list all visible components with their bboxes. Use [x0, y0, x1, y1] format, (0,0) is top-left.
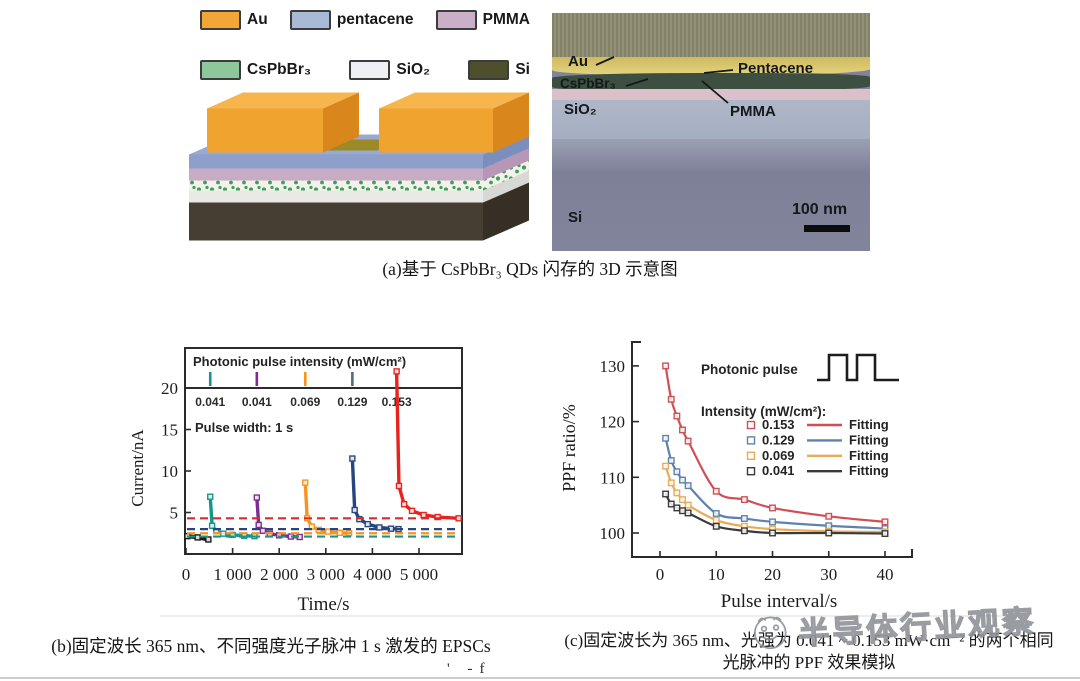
- page-divider: [0, 677, 1080, 679]
- svg-text:Fitting: Fitting: [849, 432, 889, 447]
- svg-text:110: 110: [600, 468, 625, 487]
- sem-scale-text: 100 nm: [792, 201, 848, 218]
- caption-c: (c)固定波长为 365 nm、光强为 0.041 ~ 0.153 mW·cm⁻…: [540, 630, 1078, 674]
- svg-text:0.069: 0.069: [762, 448, 795, 463]
- chart-b-series: [184, 368, 462, 543]
- material-legend-item: PMMA: [435, 10, 530, 30]
- svg-text:0: 0: [656, 565, 665, 584]
- svg-text:20: 20: [161, 379, 178, 398]
- chart-epsc-current-vs-time: 0 1 000 2 000 3 000 4 000 5 000 5 10 15 20 Time/s C…: [128, 347, 463, 615]
- svg-text:Fitting: Fitting: [849, 448, 889, 463]
- caption-b: (b)固定波长 365 nm、不同强度光子脉冲 1 s 激发的 EPSCs: [51, 636, 491, 656]
- svg-text:Fitting: Fitting: [849, 463, 889, 478]
- material-swatch: [435, 10, 477, 30]
- caption-a: (a)基于 CsPbBr₃ QDs 闪存的 3D 示意图: [382, 259, 678, 279]
- sem-label-si: Si: [568, 209, 583, 226]
- sem-layer-au: [552, 57, 870, 75]
- svg-text:2 000: 2 000: [260, 565, 298, 584]
- svg-text:Photonic pulse: Photonic pulse: [701, 362, 798, 377]
- chart-c-series: [662, 362, 889, 538]
- material-swatch: [200, 10, 241, 30]
- sem-label-pentacene: Pentacene: [738, 60, 814, 77]
- material-swatch: [200, 60, 241, 80]
- svg-text:15: 15: [161, 421, 178, 440]
- svg-text:PPF ratio/%: PPF ratio/%: [559, 404, 579, 492]
- svg-text:Pulse width: 1 s: Pulse width: 1 s: [195, 420, 293, 435]
- svg-text:5: 5: [170, 504, 179, 523]
- material-legend-row: CsPbBr₃ SiO₂ Si: [200, 60, 530, 80]
- material-legend-item: Si: [468, 60, 530, 80]
- sem-layer-pmma-cspbbr3: [552, 89, 870, 102]
- sem-layer-epoxy: [552, 13, 870, 59]
- sem-label-cspbbr3: CsPbBr₃: [560, 76, 616, 91]
- material-legend: Au pentacene PMMA CsPbBr₃ SiO₂ Si: [200, 10, 530, 80]
- svg-text:0.153: 0.153: [762, 417, 795, 432]
- svg-text:Time/s: Time/s: [297, 594, 349, 615]
- material-legend-row: Au pentacene PMMA: [200, 10, 530, 30]
- svg-text:0.129: 0.129: [762, 432, 795, 447]
- svg-text:5 000: 5 000: [400, 565, 438, 584]
- sem-label-pmma: PMMA: [730, 103, 776, 120]
- svg-text:Intensity (mW/cm²):: Intensity (mW/cm²):: [701, 404, 826, 419]
- svg-text:0.041: 0.041: [762, 463, 795, 478]
- svg-text:Fitting: Fitting: [849, 417, 889, 432]
- faint-artifact-rule: [160, 615, 1005, 617]
- material-label: Au: [247, 11, 268, 28]
- sem-pointer-lines: [595, 56, 734, 104]
- sem-scale-bar: [804, 225, 850, 232]
- chart-b-axes: 0 1 000 2 000 3 000 4 000 5 000 5 10 15 20 Time/s C…: [128, 347, 463, 615]
- device-3d-schematic-drawing: [189, 92, 529, 241]
- chart-b-reference-lines: [187, 517, 460, 538]
- chart-b-pulse-panel: Photonic pulse intensity (mW/cm²) 0.041 0.…: [193, 354, 412, 435]
- material-swatch: [468, 60, 510, 80]
- svg-text:4 000: 4 000: [353, 565, 391, 584]
- sem-layer-pentacene: [552, 73, 870, 91]
- material-legend-item: Au: [200, 10, 268, 30]
- svg-text:10: 10: [161, 462, 178, 481]
- device-3d-schematic: [183, 85, 543, 250]
- material-legend-item: SiO₂: [349, 60, 430, 80]
- caption-c-line2: 光脉冲的 PPF 效果模拟: [722, 653, 896, 672]
- material-label: SiO₂: [396, 61, 430, 78]
- svg-text:130: 130: [600, 357, 626, 376]
- svg-text:30: 30: [820, 565, 837, 584]
- chart-c-axes: 0 10 20 30 40 100 110 120 130 Pulse interval/s PPF…: [559, 341, 913, 612]
- material-label: Si: [515, 61, 530, 78]
- chart-c-legend: Photonic pulse Intensity (mW/cm²):0.153 Fi…: [701, 353, 899, 478]
- svg-text:120: 120: [600, 413, 626, 432]
- material-legend-item: CsPbBr₃: [200, 60, 311, 80]
- svg-text:Current/nA: Current/nA: [128, 429, 147, 507]
- svg-text:3 000: 3 000: [307, 565, 345, 584]
- caption-c-line1: (c)固定波长为 365 nm、光强为 0.041 ~ 0.153 mW·cm⁻…: [564, 631, 1054, 650]
- svg-text:0.129: 0.129: [337, 395, 367, 409]
- material-swatch: [349, 60, 391, 80]
- svg-text:0: 0: [182, 565, 191, 584]
- sem-cross-section: Au Pentacene CsPbBr₃ PMMA SiO₂ Si 100 nm: [552, 13, 870, 251]
- sem-label-au: Au: [568, 53, 588, 70]
- svg-text:10: 10: [708, 565, 725, 584]
- svg-text:Pulse interval/s: Pulse interval/s: [721, 591, 838, 612]
- material-label: CsPbBr₃: [247, 61, 312, 78]
- material-swatch: [289, 10, 331, 30]
- svg-text:0.069: 0.069: [290, 395, 320, 409]
- svg-text:Photonic pulse intensity (mW/c: Photonic pulse intensity (mW/cm²): [193, 354, 406, 369]
- material-label: PMMA: [482, 11, 530, 28]
- material-legend-item: pentacene: [289, 10, 414, 30]
- chart-ppf-ratio-vs-interval: 0 10 20 30 40 100 110 120 130 Pulse interval/s PPF…: [559, 341, 913, 612]
- sem-layer-sio2: [552, 100, 870, 141]
- svg-text:0.041: 0.041: [242, 395, 272, 409]
- schematic-au-electrode-left: [207, 92, 359, 153]
- sem-layer-si: [552, 139, 870, 251]
- schematic-au-electrode-right: [379, 92, 529, 153]
- material-label: pentacene: [336, 11, 414, 28]
- svg-text:100: 100: [600, 524, 626, 543]
- svg-text:20: 20: [764, 565, 781, 584]
- cropped-text-fragment: ' -f: [447, 661, 492, 677]
- svg-text:40: 40: [877, 565, 894, 584]
- svg-text:0.041: 0.041: [195, 395, 225, 409]
- svg-text:1 000: 1 000: [213, 565, 251, 584]
- sem-label-sio2: SiO₂: [564, 101, 597, 118]
